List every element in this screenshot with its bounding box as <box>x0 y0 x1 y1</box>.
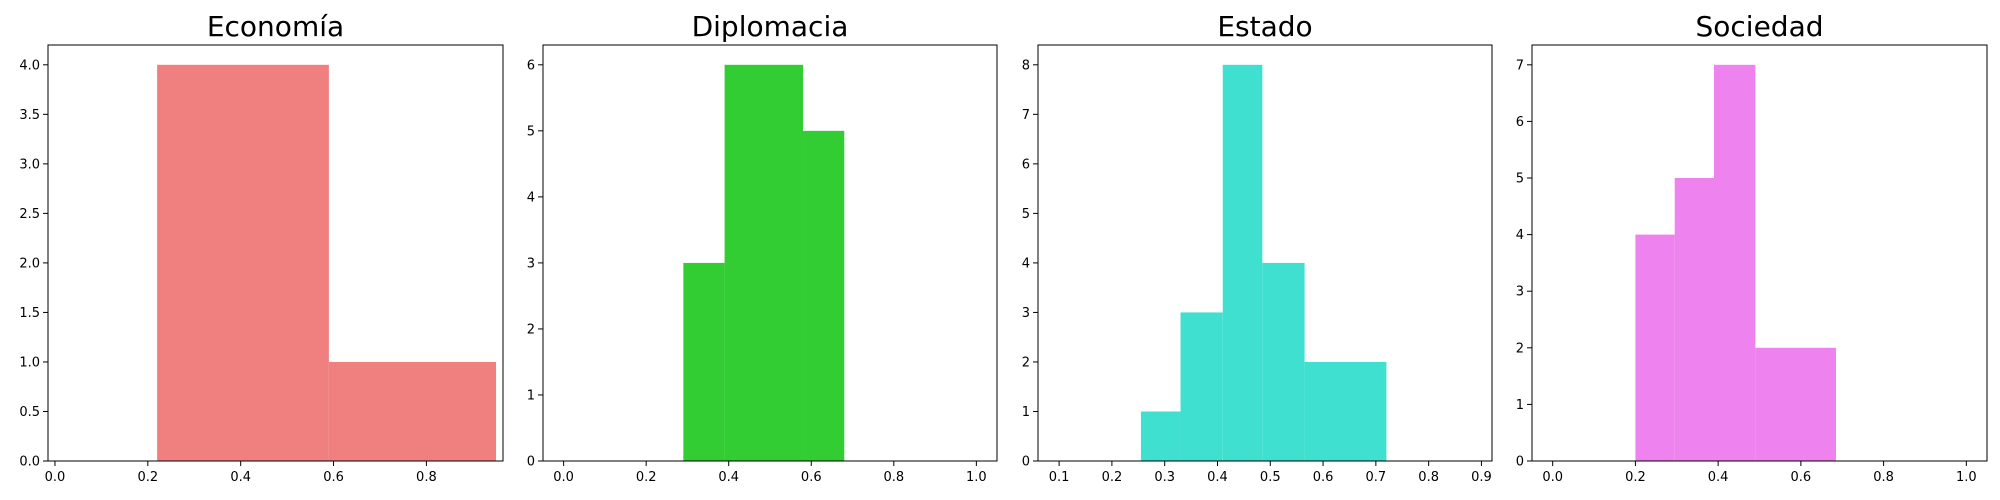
axes-frame <box>542 44 998 462</box>
y-tick-label: 0.0 <box>19 455 40 470</box>
x-tick-label: 0.9 <box>1471 470 1492 485</box>
x-tick-label: 0.0 <box>1542 470 1563 485</box>
axes-frame <box>1037 44 1493 462</box>
y-tick-label: 1 <box>1022 405 1030 420</box>
x-tick-label: 0.6 <box>1313 470 1334 485</box>
y-tick-label: 4 <box>1516 228 1524 243</box>
histogram-bar <box>328 361 497 461</box>
x-tick-label: 1.0 <box>1956 470 1977 485</box>
x-tick-label: 0.5 <box>1260 470 1281 485</box>
y-tick-label: 3.5 <box>19 108 40 123</box>
x-tick-label: 0.0 <box>45 470 66 485</box>
y-tick-label: 3.0 <box>19 157 40 172</box>
y-tick-label: 1 <box>1516 398 1524 413</box>
x-tick-label: 0.8 <box>1873 470 1894 485</box>
x-tick-label: 0.6 <box>323 470 344 485</box>
x-tick-label: 0.0 <box>553 470 574 485</box>
chart-panel: 0.0 0.2 0.4 0.6 0.8 1.0 0 1 2 3 4 5 6 7 Sociedad <box>1516 10 1988 485</box>
y-tick-label: 1.5 <box>19 306 40 321</box>
histogram-bar <box>1635 234 1675 461</box>
chart-title: Sociedad <box>1695 10 1823 43</box>
y-tick-label: 2 <box>1022 355 1030 370</box>
axes-frame <box>47 44 504 462</box>
x-tick-label: 0.8 <box>416 470 437 485</box>
y-tick-label: 5 <box>1022 207 1030 222</box>
y-tick-label: 2 <box>1516 341 1524 356</box>
y-tick-label: 3 <box>1022 306 1030 321</box>
x-tick-label: 0.4 <box>230 470 251 485</box>
histogram-bar <box>803 130 845 462</box>
y-tick-label: 0 <box>1516 455 1524 470</box>
x-tick-label: 0.4 <box>1708 470 1729 485</box>
y-tick-label: 1 <box>527 388 535 403</box>
x-tick-label: 0.2 <box>636 470 657 485</box>
histogram-bar <box>157 64 329 462</box>
y-tick-label: 3 <box>1516 285 1524 300</box>
axes-frame <box>1531 44 1988 462</box>
x-tick-label: 0.6 <box>1791 470 1812 485</box>
histogram-bar <box>1755 347 1837 461</box>
histogram-bar <box>1714 64 1756 462</box>
y-tick-label: 0.5 <box>19 405 40 420</box>
histogram-bar <box>1222 64 1263 462</box>
x-tick-label: 0.8 <box>1418 470 1439 485</box>
y-tick-label: 6 <box>527 58 535 73</box>
x-tick-label: 0.7 <box>1366 470 1387 485</box>
chart-panel: 0.0 0.2 0.4 0.6 0.8 1.0 0 1 2 3 4 5 6 Diplomacia <box>527 10 998 485</box>
x-tick-label: 0.2 <box>137 470 158 485</box>
x-tick-label: 0.4 <box>718 470 739 485</box>
histogram-bar <box>1304 361 1387 461</box>
chart-title: Diplomacia <box>692 10 849 43</box>
chart-title: Economía <box>207 10 344 43</box>
y-tick-label: 2.0 <box>19 256 40 271</box>
y-tick-label: 3 <box>527 256 535 271</box>
y-tick-label: 8 <box>1022 58 1030 73</box>
y-tick-label: 5 <box>527 124 535 139</box>
y-tick-label: 4 <box>527 190 535 205</box>
y-tick-label: 4 <box>1022 256 1030 271</box>
y-tick-label: 0 <box>1022 455 1030 470</box>
y-tick-label: 6 <box>1516 115 1524 130</box>
y-tick-label: 2 <box>527 322 535 337</box>
histogram-bar <box>1140 411 1181 461</box>
y-tick-label: 7 <box>1516 58 1524 73</box>
y-tick-label: 2.5 <box>19 207 40 222</box>
x-tick-label: 0.6 <box>801 470 822 485</box>
y-tick-label: 7 <box>1022 108 1030 123</box>
chart-panel: 0.0 0.2 0.4 0.6 0.8 0.0 0.5 1.0 1.5 2.0 2.5 3.0 3.5 4… <box>19 10 504 485</box>
x-tick-label: 0.3 <box>1154 470 1175 485</box>
x-tick-label: 0.1 <box>1049 470 1070 485</box>
x-tick-label: 1.0 <box>966 470 987 485</box>
x-tick-label: 0.2 <box>1625 470 1646 485</box>
histogram-bar <box>683 262 725 461</box>
x-tick-label: 0.4 <box>1207 470 1228 485</box>
histogram-bar <box>724 64 804 462</box>
y-tick-label: 4.0 <box>19 58 40 73</box>
histogram-bar <box>1674 178 1714 461</box>
chart-title: Estado <box>1217 10 1312 43</box>
x-tick-label: 0.2 <box>1102 470 1123 485</box>
histogram-bar <box>1262 262 1305 461</box>
x-tick-label: 0.8 <box>883 470 904 485</box>
y-tick-label: 5 <box>1516 172 1524 187</box>
y-tick-label: 0 <box>527 455 535 470</box>
y-tick-label: 1.0 <box>19 355 40 370</box>
y-tick-label: 6 <box>1022 157 1030 172</box>
chart-panel: 0.1 0.2 0.3 0.4 0.5 0.6 0.7 0.8 0.9 0 1 2 3 4 5 6 7 8 Esta… <box>1022 10 1493 485</box>
histogram-bar <box>1180 312 1223 461</box>
